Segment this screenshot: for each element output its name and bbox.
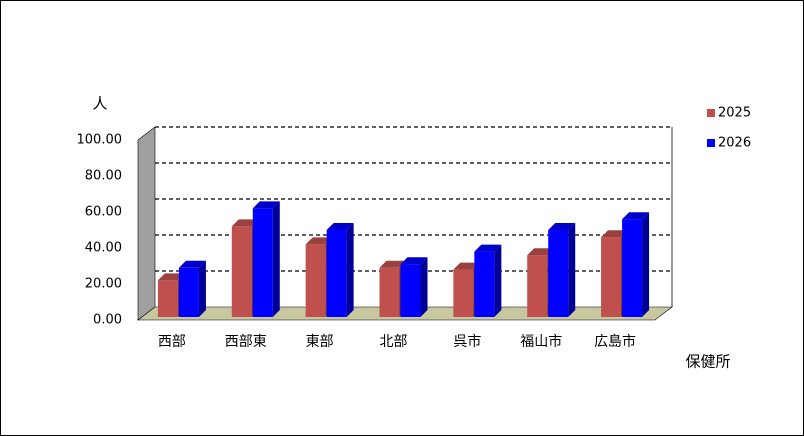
bar	[548, 223, 576, 317]
bar-side	[272, 201, 280, 317]
bar-top	[622, 212, 650, 220]
bar-top	[379, 260, 407, 268]
bar-top	[548, 223, 576, 230]
legend-swatch	[707, 139, 715, 147]
y-tick-label: 0.00	[93, 313, 122, 328]
y-axis-title: 人	[92, 95, 107, 113]
bar-top	[601, 230, 629, 238]
bar-top	[326, 223, 354, 230]
bar-top	[400, 257, 428, 265]
x-tick-label: 福山市	[520, 333, 562, 350]
bar-front	[157, 280, 178, 317]
bar-front	[548, 230, 569, 317]
bar-side	[420, 257, 428, 317]
bar-top	[252, 201, 280, 209]
bar-front	[474, 251, 495, 317]
bar-side	[198, 260, 206, 317]
left-wall	[137, 126, 156, 321]
y-tick-label: 100.00	[77, 133, 123, 148]
x-axis-title: 保健所	[685, 353, 730, 371]
y-tick-label: 60.00	[85, 205, 122, 220]
bar-side	[494, 244, 502, 317]
x-tick-label: 呉市	[453, 333, 481, 350]
y-tick-label: 20.00	[85, 277, 122, 292]
x-tick-label: 西部	[158, 334, 186, 350]
x-tick-label: 北部	[380, 334, 408, 350]
bar	[252, 201, 280, 317]
bar-side	[568, 223, 576, 317]
legend-label: 2026	[718, 136, 751, 151]
y-tick-label: 80.00	[85, 169, 122, 184]
bar-side	[346, 223, 354, 317]
bar-top	[157, 273, 185, 281]
bar-front	[453, 269, 474, 317]
bar	[326, 223, 354, 317]
bar	[178, 260, 206, 317]
bar-top	[527, 248, 555, 256]
bar-top	[453, 262, 481, 270]
bar-front	[178, 267, 199, 317]
x-tick-label: 西部東	[225, 334, 267, 350]
bar-top	[178, 260, 206, 268]
x-tick-label: 東部	[306, 334, 334, 350]
bar	[474, 244, 502, 317]
y-tick-label: 40.00	[85, 241, 122, 256]
legend-swatch	[707, 109, 715, 117]
bar-front	[400, 264, 421, 317]
bar-top	[305, 237, 333, 245]
bar-front	[527, 255, 548, 317]
bar-front	[305, 244, 326, 317]
bar-front	[622, 219, 643, 317]
bar	[622, 212, 650, 317]
bar-side	[642, 212, 650, 317]
bar-top	[231, 219, 259, 227]
bar-front	[601, 237, 622, 317]
x-tick-label: 広島市	[594, 333, 636, 350]
bar	[400, 257, 428, 317]
bar-front	[379, 267, 400, 317]
legend-label: 2025	[718, 106, 751, 121]
bar-front	[326, 230, 347, 317]
bar-top	[474, 244, 502, 252]
bar-front	[252, 208, 273, 317]
bar-front	[231, 226, 252, 317]
